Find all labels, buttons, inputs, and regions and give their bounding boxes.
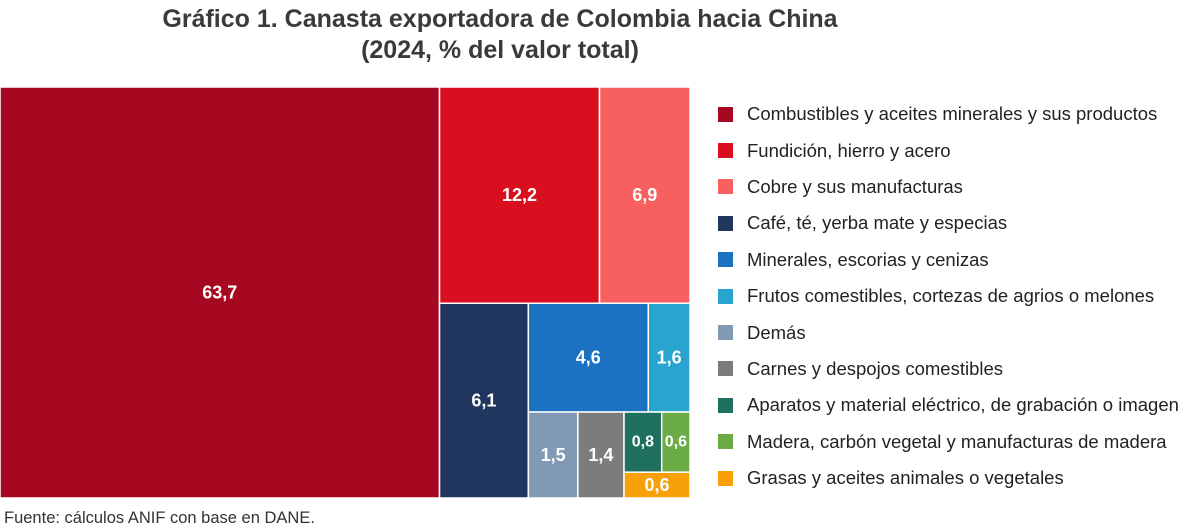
legend-swatch: [718, 252, 733, 268]
legend-label: Café, té, yerba mate y especias: [747, 212, 1008, 234]
chart-title-line-1: Gráfico 1. Canasta exportadora de Colomb…: [162, 5, 838, 33]
legend-label: Demás: [747, 321, 806, 343]
treemap-cell-madera-carbon-vegetal-y-manufacturas-de-madera: [660, 411, 691, 473]
legend-item: Fundición, hierro y acero: [718, 132, 1198, 168]
legend-label: Minerales, escorias y cenizas: [747, 248, 989, 270]
treemap-cell-frutos-comestibles-cortezas-de-agrios-o-melones: [647, 302, 691, 413]
legend-swatch: [718, 106, 733, 122]
legend-swatch: [718, 434, 733, 450]
chart-title: Gráfico 1. Canasta exportadora de Colomb…: [0, 4, 1000, 66]
legend-label: Aparatos y material eléctrico, de grabac…: [747, 394, 1179, 416]
legend-swatch: [718, 325, 733, 341]
legend-label: Frutos comestibles, cortezas de agrios o…: [747, 285, 1155, 307]
treemap-cell-cobre-y-sus-manufacturas: [598, 86, 691, 305]
treemap-value-label: 1,4: [588, 445, 613, 465]
treemap-cell-demas: [527, 411, 579, 499]
legend-swatch: [718, 143, 733, 159]
legend-item: Cobre y sus manufacturas: [718, 169, 1198, 205]
legend-swatch: [718, 288, 733, 304]
legend-item: Café, té, yerba mate y especias: [718, 205, 1198, 241]
treemap-value-label: 6,1: [471, 391, 496, 411]
treemap-value-label: 0,6: [665, 434, 687, 451]
legend-item: Grasas y aceites animales o vegetales: [718, 460, 1198, 496]
legend-label: Carnes y despojos comestibles: [747, 357, 1004, 379]
legend-item: Frutos comestibles, cortezas de agrios o…: [718, 278, 1198, 314]
legend-swatch: [718, 397, 733, 413]
treemap-value-label: 6,9: [632, 185, 657, 205]
treemap-value-label: 0,6: [644, 475, 669, 495]
treemap-value-label: 12,2: [502, 185, 537, 205]
treemap-cell-cafe-te-yerba-mate-y-especias: [438, 302, 530, 499]
legend-swatch: [718, 470, 733, 486]
treemap-value-label: 1,6: [657, 348, 682, 368]
legend-label: Fundición, hierro y acero: [747, 139, 951, 161]
legend-swatch: [718, 215, 733, 231]
legend-item: Aparatos y material eléctrico, de grabac…: [718, 387, 1198, 423]
treemap-chart: 63,7 12,2 6,9 6,1 4,6 1,6 1,5 1,4 0,8 0,6 0,6: [0, 86, 691, 499]
legend-label: Combustibles y aceites minerales y sus p…: [747, 103, 1158, 125]
legend-label: Grasas y aceites animales o vegetales: [747, 467, 1064, 489]
legend-item: Combustibles y aceites minerales y sus p…: [718, 96, 1198, 132]
legend-item: Carnes y despojos comestibles: [718, 351, 1198, 387]
chart-title-line-2: (2024, % del valor total): [361, 36, 639, 64]
legend-swatch: [718, 179, 733, 195]
source-note: Fuente: cálculos ANIF con base en DANE.: [4, 509, 315, 527]
treemap-cell-fundicion-hierro-y-acero: [438, 86, 601, 305]
treemap-cell-grasas-y-aceites-animales-o-vegetales: [623, 471, 691, 499]
legend-swatch: [718, 361, 733, 377]
treemap-cell-minerales-escorias-y-cenizas: [527, 302, 650, 413]
treemap-cell-carnes-y-despojos-comestibles: [577, 411, 625, 499]
legend-item: Madera, carbón vegetal y manufacturas de…: [718, 424, 1198, 460]
treemap-cell-combustibles-y-aceites-minerales-y-sus-productos: [0, 86, 441, 499]
legend-item: Demás: [718, 314, 1198, 350]
treemap-value-label: 4,6: [576, 348, 601, 368]
treemap-value-label: 63,7: [202, 283, 237, 303]
treemap-value-label: 1,5: [541, 445, 566, 465]
legend-label: Cobre y sus manufacturas: [747, 175, 963, 197]
chart-legend: Combustibles y aceites minerales y sus p…: [718, 96, 1198, 496]
treemap-value-label: 0,8: [632, 434, 654, 451]
legend-item: Minerales, escorias y cenizas: [718, 242, 1198, 278]
legend-label: Madera, carbón vegetal y manufacturas de…: [747, 430, 1167, 452]
